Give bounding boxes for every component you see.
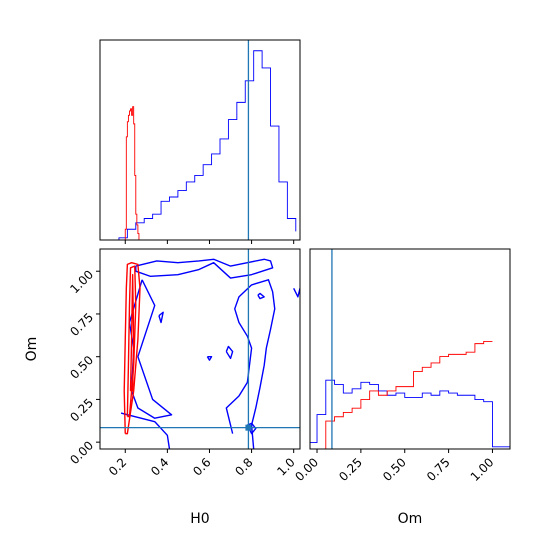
histogram-series-1 xyxy=(317,341,493,450)
truth-marker xyxy=(245,424,252,431)
histogram-series-1 xyxy=(124,106,140,241)
contour-series-0-level-0 xyxy=(135,258,274,279)
contour-series-0-level-9 xyxy=(246,422,257,435)
panel-h0-marginal xyxy=(99,39,301,244)
contour-series-0-level-8 xyxy=(293,288,300,298)
contour-series-0-level-5 xyxy=(225,345,234,360)
panel-frame xyxy=(99,248,301,450)
contour-area xyxy=(120,258,300,449)
contour-series-0-level-4 xyxy=(257,292,265,300)
panel-frame xyxy=(309,248,511,450)
contour-series-1-level-2 xyxy=(129,273,135,392)
contour-series-0-level-3 xyxy=(120,412,171,449)
contour-series-0-level-7 xyxy=(158,311,164,324)
x-axis-label: Om xyxy=(398,511,423,527)
panel-frame xyxy=(99,39,301,241)
contour-series-1-level-1 xyxy=(126,265,137,418)
contour-series-0-level-6 xyxy=(206,355,213,361)
histogram-series-0 xyxy=(110,50,297,241)
y-axis-label: Om xyxy=(24,337,40,362)
histogram-series-0 xyxy=(309,379,510,449)
x-axis-label: H0 xyxy=(190,511,209,527)
contour-series-1-level-0 xyxy=(123,261,141,435)
